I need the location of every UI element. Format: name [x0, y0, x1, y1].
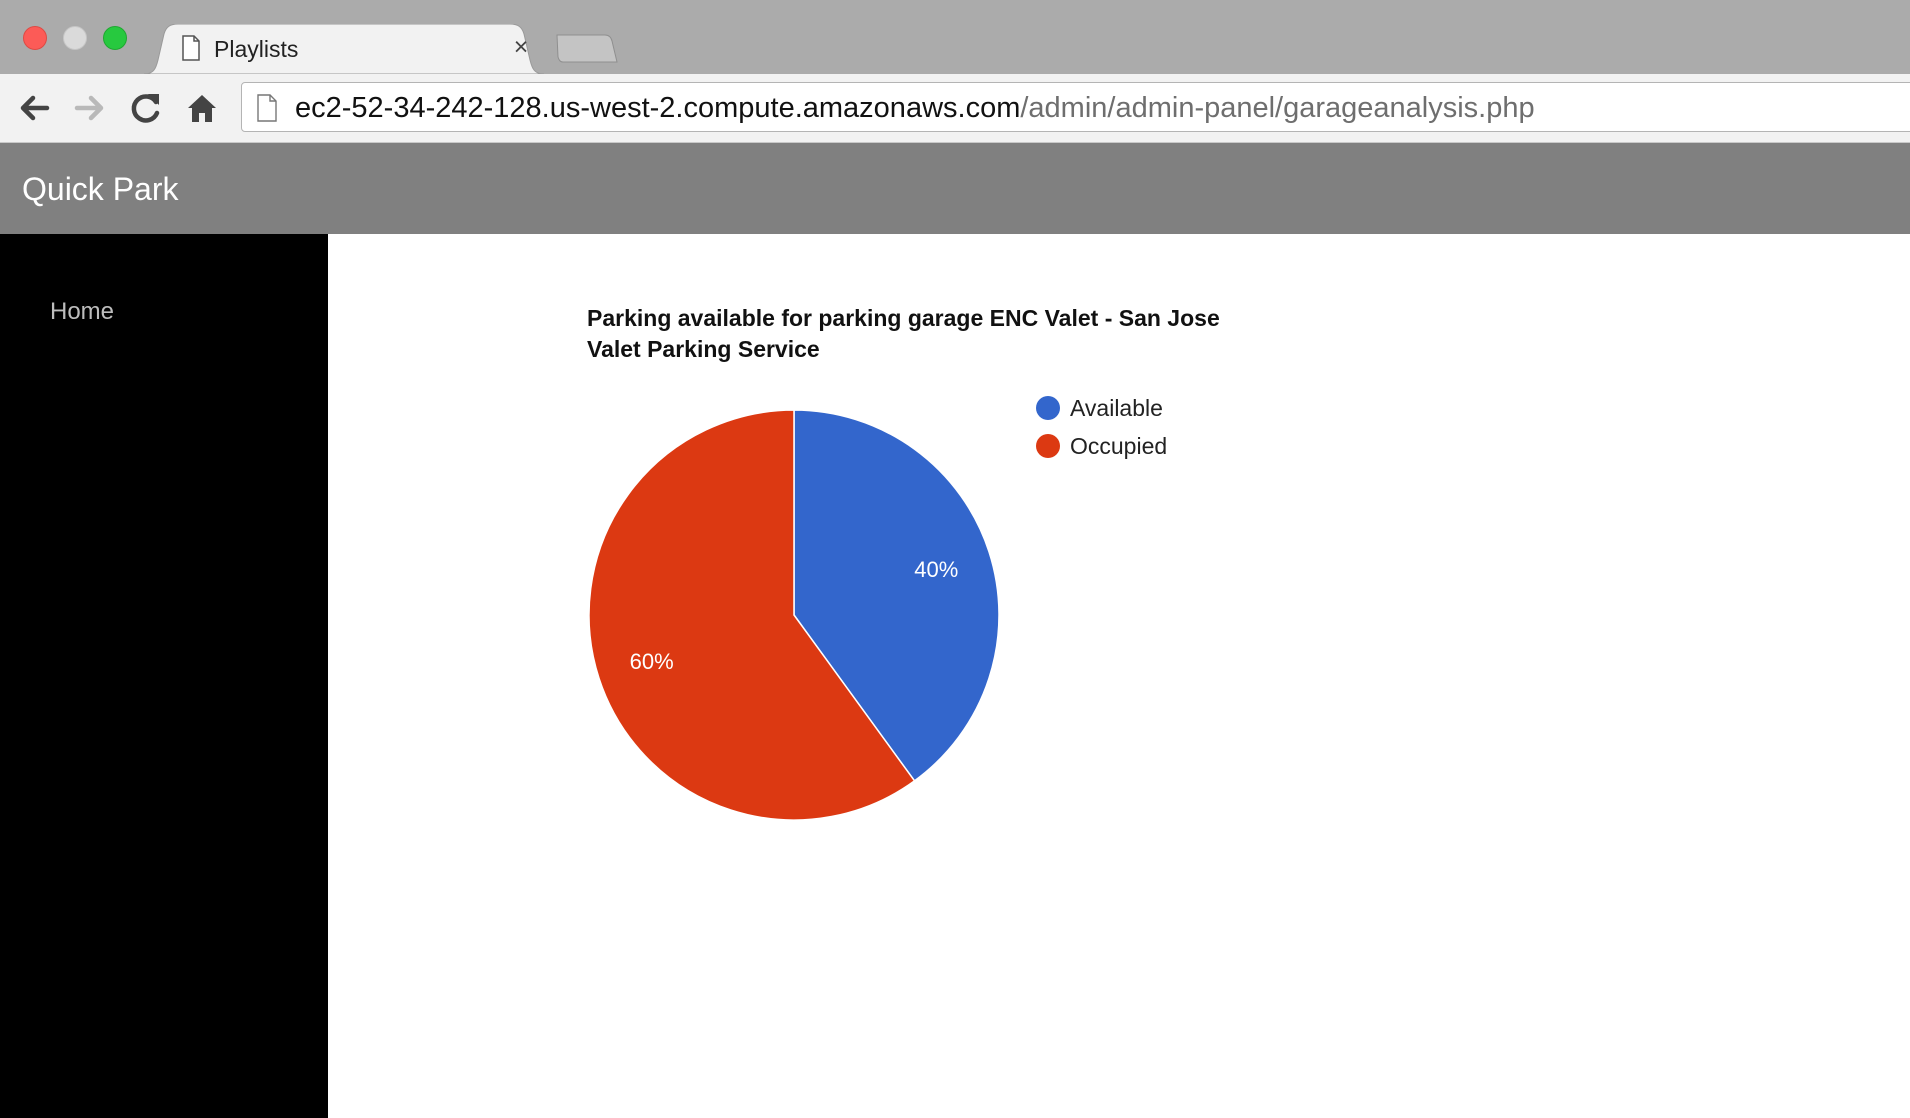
window-close-button[interactable]	[23, 26, 47, 50]
chart-title-line-2: Valet Parking Service	[587, 336, 820, 362]
pie-label-available: 40%	[914, 557, 958, 582]
pie-label-occupied: 60%	[630, 649, 674, 674]
window-minimize-button[interactable]	[63, 26, 87, 50]
new-tab-button[interactable]	[553, 32, 619, 64]
legend-marker-occupied	[1036, 434, 1060, 458]
sidebar-item-home[interactable]: Home	[50, 298, 115, 325]
forward-arrow-icon[interactable]	[72, 90, 108, 126]
pie-slice-available[interactable]	[793, 409, 1000, 782]
url-path: /admin/admin-panel/garageanalysis.php	[1020, 92, 1535, 124]
pie-slice-occupied[interactable]	[588, 409, 916, 821]
sidebar: Home	[0, 234, 328, 1118]
chart-title: Parking available for parking garage ENC…	[587, 303, 1287, 365]
window-maximize-button[interactable]	[103, 26, 127, 50]
document-icon	[182, 35, 200, 61]
legend-label-occupied: Occupied	[1070, 433, 1168, 459]
reload-icon[interactable]	[128, 90, 164, 126]
pie-chart: 40% 60%	[588, 409, 1000, 821]
url-text[interactable]: ec2-52-34-242-128.us-west-2.compute.amaz…	[295, 93, 1535, 123]
legend-marker-available	[1036, 396, 1060, 420]
browser-tab[interactable]: Playlists ×	[144, 24, 544, 74]
home-icon[interactable]	[184, 90, 220, 126]
browser-toolbar: ec2-52-34-242-128.us-west-2.compute.amaz…	[0, 74, 1910, 143]
back-arrow-icon[interactable]	[16, 90, 52, 126]
url-host: ec2-52-34-242-128.us-west-2.compute.amaz…	[295, 92, 1021, 124]
app-header: Quick Park	[0, 143, 1910, 234]
brand-name[interactable]: Quick Park	[22, 171, 179, 207]
chart-title-line-1: Parking available for parking garage ENC…	[587, 305, 1220, 331]
tab-shape	[144, 24, 544, 74]
legend-label-available: Available	[1070, 395, 1163, 421]
tab-title: Playlists	[214, 36, 299, 62]
address-bar[interactable]: ec2-52-34-242-128.us-west-2.compute.amaz…	[241, 82, 1910, 132]
close-icon[interactable]: ×	[513, 33, 529, 61]
main-content	[328, 234, 1910, 1118]
browser-tab-strip: Playlists ×	[0, 0, 1910, 74]
page-icon	[257, 94, 277, 122]
